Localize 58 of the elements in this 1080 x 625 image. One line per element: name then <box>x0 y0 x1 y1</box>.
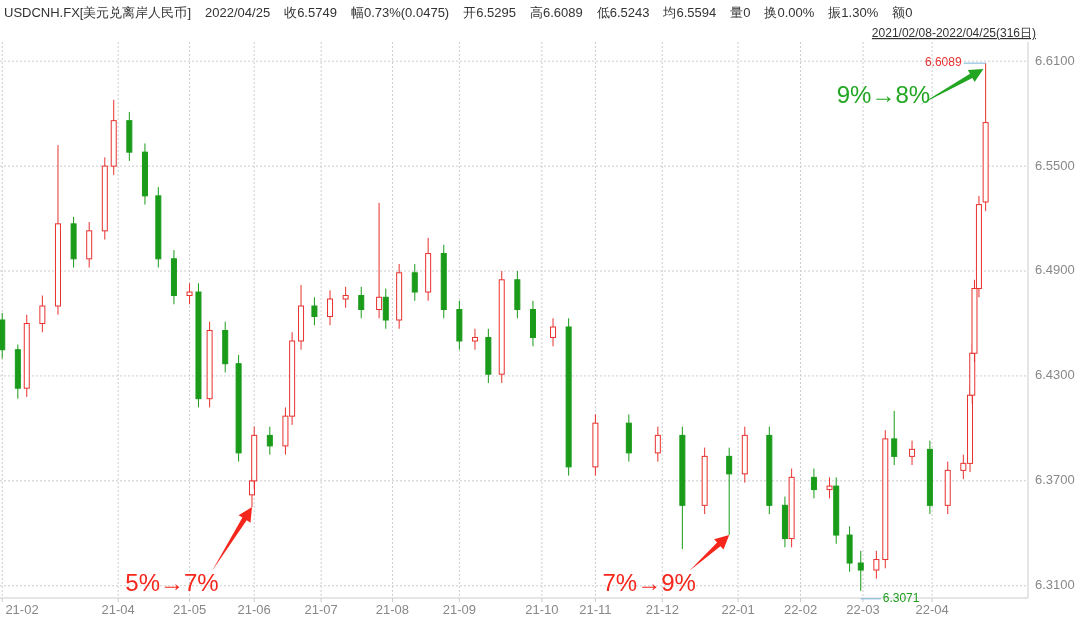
annotation: 5%→7% <box>125 569 219 596</box>
text: 2022/04/25 <box>205 5 271 20</box>
candlestick <box>311 296 318 326</box>
y-tick-label: 6.4300 <box>1035 367 1075 383</box>
annotation: 6.6089 <box>924 55 962 70</box>
candlestick <box>342 286 349 309</box>
x-tick-label: 21-02 <box>5 602 39 617</box>
candlestick <box>376 202 383 319</box>
y-tick-label: 6.5500 <box>1035 157 1075 173</box>
text: 幅0.73%(0.0475) <box>350 5 450 20</box>
y-tick-label: 6.6100 <box>1035 52 1075 68</box>
x-tick-label: 21-07 <box>304 602 338 617</box>
candlestick <box>471 328 478 351</box>
chart-title: USDCNH.FX[美元兑离岸人民币] <box>4 5 192 20</box>
candlestick <box>411 263 418 302</box>
candlestick <box>909 440 916 466</box>
text: 开6.5295 <box>463 5 516 20</box>
candlestick <box>358 286 365 319</box>
x-tick-label: 21-04 <box>101 602 135 617</box>
x-tick-label: 22-02 <box>783 602 818 617</box>
candlestick <box>726 447 733 536</box>
candlestick <box>266 426 273 456</box>
candlestick <box>654 426 661 463</box>
candlestick <box>873 550 880 580</box>
candlestick <box>39 295 46 333</box>
x-tick-label: 22-03 <box>846 602 880 617</box>
x-tick-label: 21-08 <box>375 602 410 617</box>
candlestick <box>327 289 334 326</box>
candlestick <box>826 476 833 499</box>
annotation: 7%→9% <box>602 569 696 596</box>
candlestick <box>382 288 389 330</box>
x-tick-label: 22-01 <box>721 602 755 617</box>
text: 收6.5749 <box>284 5 337 20</box>
candlestick <box>891 410 898 466</box>
x-tick-label: 21-12 <box>645 602 679 617</box>
x-tick-label: 21-05 <box>172 602 207 617</box>
text: 额0 <box>892 5 913 20</box>
text: 均6.5594 <box>662 5 717 20</box>
text: 换0.00% <box>764 5 815 20</box>
y-tick-label: 6.4900 <box>1035 262 1075 278</box>
annotation: 9%→8% <box>836 81 931 109</box>
y-tick-label: 6.3100 <box>1035 577 1075 593</box>
candlestick <box>550 317 557 347</box>
x-tick-label: 22-04 <box>915 602 949 617</box>
candlestick <box>810 468 817 499</box>
x-tick-label: 21-06 <box>237 602 271 617</box>
text: 振1.30% <box>828 5 879 20</box>
annotation: 6.3071 <box>882 591 920 605</box>
text: 高6.6089 <box>529 5 583 20</box>
candlestick <box>857 550 864 592</box>
x-tick-label: 21-09 <box>442 602 476 617</box>
x-tick-label: 21-10 <box>525 602 559 617</box>
y-tick-label: 6.3700 <box>1035 472 1075 488</box>
x-tick-label: 21-11 <box>579 602 612 617</box>
text: 低6.5243 <box>596 5 650 20</box>
text: 量0 <box>730 5 751 20</box>
candlestick <box>186 282 193 305</box>
chart-subtitle: 2021/02/08-2022/04/25(316日) <box>871 26 1036 40</box>
